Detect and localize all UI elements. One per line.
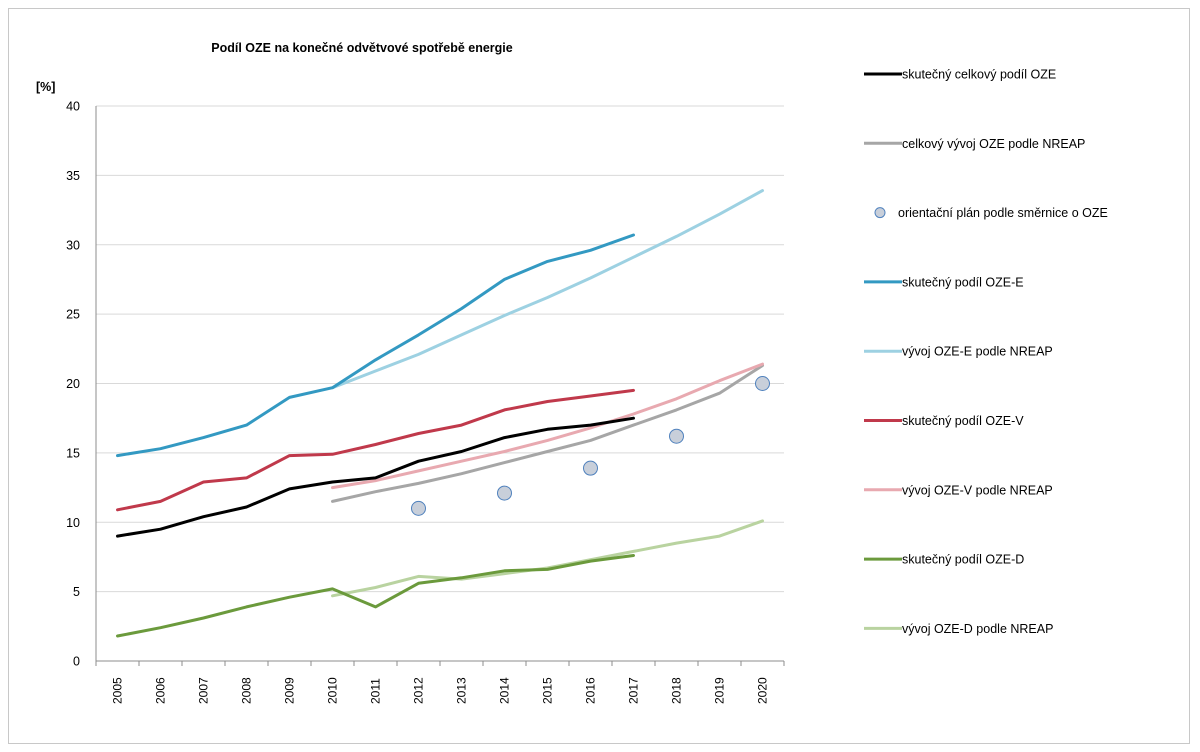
series-5-line [116,388,635,512]
legend-label: orientační plán podle směrnice o OZE [898,206,1108,220]
series-2-marker [583,460,598,476]
x-tick-label: 2019 [713,677,727,704]
x-tick-label: 2005 [111,677,125,704]
series-1-line [331,364,764,503]
series-2-marker [411,500,426,516]
chart-frame [8,8,1190,744]
x-tick-label: 2010 [326,677,340,704]
series-3-line [116,233,635,458]
y-tick-label: 35 [66,169,80,183]
series-0-line [116,416,635,538]
x-tick-labels: 2005 2006 2007 2008 2009 2010 2011 2012 2013 2014… [111,677,770,704]
legend-label: vývoj OZE-D podle NREAP [902,622,1053,636]
x-tick-label: 2017 [627,677,641,704]
series-8-line [331,519,764,598]
y-tick-label: 0 [73,655,80,669]
y-tick-label: 30 [66,238,80,252]
series-7-line [116,554,635,638]
series-6-line [331,362,764,490]
legend-label: skutečný podíl OZE-E [902,275,1024,289]
x-tick-label: 2014 [498,677,512,704]
x-tick-label: 2011 [369,678,383,704]
y-tick-label: 5 [73,585,80,599]
y-tick-labels: 0 5 10 15 20 25 30 35 40 [66,100,80,669]
x-tick-label: 2007 [197,677,211,704]
chart-title: Podíl OZE na konečné odvětvové spotřebě … [211,41,513,55]
legend-label: vývoj OZE-E podle NREAP [902,345,1053,359]
legend-swatch-marker [874,207,886,219]
series-2-marker [497,485,512,501]
legend: skutečný celkový podíl OZE celkový vývoj … [864,68,1108,636]
legend-label: skutečný podíl OZE-D [902,553,1024,567]
x-tick-label: 2013 [455,677,469,704]
grid-lines [96,105,784,593]
x-tick-label: 2016 [584,677,598,704]
x-tick-label: 2020 [756,677,770,704]
y-tick-label: 20 [66,377,80,391]
x-tick-label: 2018 [670,677,684,704]
legend-label: skutečný podíl OZE-V [902,414,1024,428]
axes [95,106,785,666]
y-axis-unit: [%] [36,80,55,94]
x-tick-label: 2009 [283,677,297,704]
series-group [116,189,770,638]
x-tick-label: 2015 [541,677,555,704]
legend-label: celkový vývoj OZE podle NREAP [902,137,1085,151]
x-tick-label: 2012 [412,677,426,704]
x-tick-label: 2008 [240,677,254,704]
legend-label: skutečný celkový podíl OZE [902,68,1056,82]
y-tick-label: 10 [66,516,80,530]
x-tick-label: 2006 [154,677,168,704]
y-tick-label: 25 [66,308,80,322]
y-tick-label: 15 [66,446,80,460]
legend-label: vývoj OZE-V podle NREAP [902,483,1053,497]
series-2-marker [669,428,684,444]
y-tick-label: 40 [66,100,80,114]
series-4-line [331,189,764,390]
series-2-marker [755,376,770,391]
